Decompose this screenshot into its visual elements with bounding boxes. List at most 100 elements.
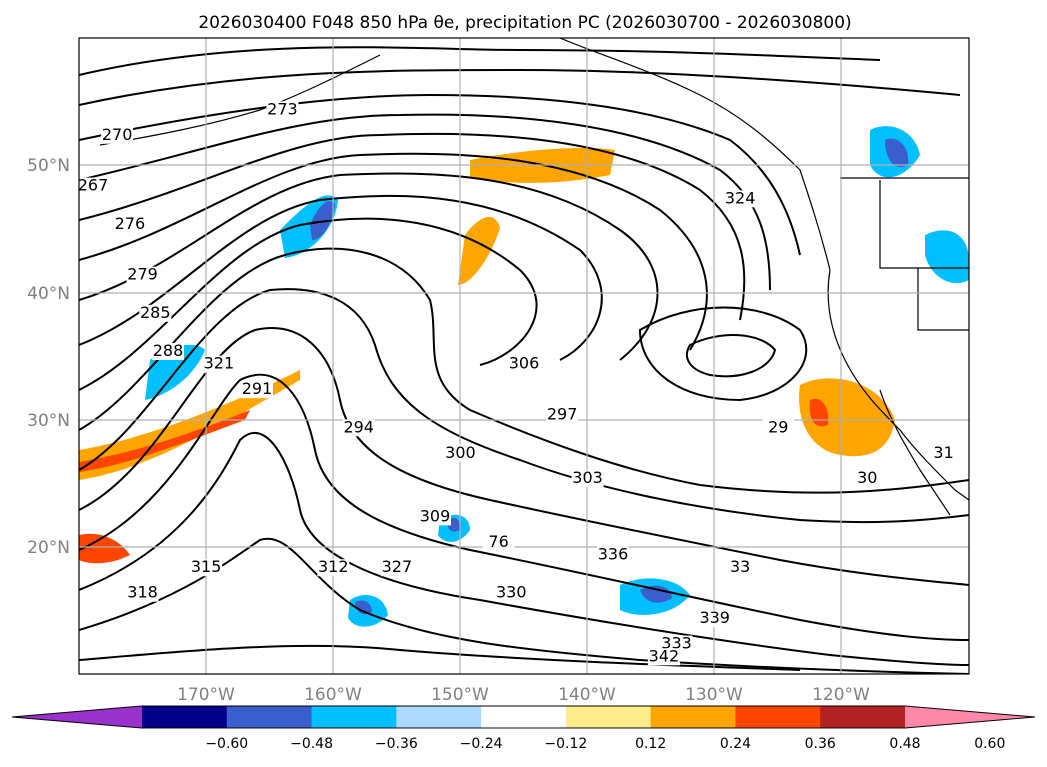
shade-orange-midfront: [458, 216, 500, 285]
shade-darkblue-northeast: [885, 138, 909, 168]
contour-label-bg: [444, 444, 477, 462]
state-border: [879, 180, 969, 269]
contour-line: [685, 334, 777, 378]
colorbar-swatch: [820, 706, 906, 728]
colorbar-swatch: [311, 706, 397, 728]
colorbar-tick-label: −0.60: [205, 736, 248, 752]
shade-red-sw-baja: [809, 398, 829, 427]
contour-label: 312: [318, 557, 349, 576]
theta-e-contours: [79, 46, 969, 674]
contour-label-bg: [851, 470, 884, 488]
baja-peninsula: [879, 389, 951, 516]
colorbar-swatch: [226, 706, 313, 728]
contour-label: 285: [140, 303, 171, 322]
shade-red-band-west: [79, 410, 250, 472]
contour-label-bg: [152, 343, 184, 360]
contour-label-bg: [342, 419, 375, 437]
contour-label-bg: [597, 546, 629, 564]
colorbar-tick-label: −0.24: [460, 736, 503, 752]
contour-label-bg: [698, 610, 731, 628]
contour-line: [79, 68, 961, 106]
contour-label-bg: [508, 355, 540, 373]
shade-blue-east-coast: [925, 230, 969, 284]
contour-label: 318: [127, 583, 158, 602]
contour-line: [79, 373, 969, 641]
contour-line: [79, 288, 969, 524]
contour-label-bg: [101, 126, 134, 144]
shade-darkblue-sw: [355, 600, 372, 615]
shade-red-west-lower: [79, 533, 130, 564]
colorbar-extend-max: [905, 706, 1035, 728]
contour-label: 342: [649, 646, 680, 665]
contour-label: 31: [933, 443, 953, 462]
contour-label: 330: [496, 583, 527, 602]
contour-label-bg: [419, 508, 451, 526]
alaska-coast: [559, 38, 831, 271]
contour-line: [79, 327, 969, 586]
contour-label-bg: [724, 559, 757, 577]
contour-label-bg: [139, 304, 172, 322]
contour-label: 333: [661, 634, 692, 653]
lon-tick-label: 120°W: [812, 685, 870, 705]
colorbar-swatch: [565, 706, 652, 728]
colorbar-tick-label: −0.12: [544, 736, 587, 752]
chart-title: 2026030400 F048 850 hPa θe, precipitatio…: [198, 13, 851, 33]
colorbar-extend-min: [12, 706, 142, 728]
colorbar-tick-label: −0.48: [290, 736, 333, 752]
lat-tick-label: 30°N: [27, 411, 70, 431]
contour-label-bg: [571, 470, 604, 488]
contour-label-bg: [126, 584, 159, 602]
contour-label-bg: [762, 419, 795, 437]
contour-label-bg: [126, 266, 159, 284]
lon-tick-label: 130°W: [685, 685, 743, 705]
contour-label: 270: [102, 125, 133, 144]
contour-label: 324: [725, 188, 756, 207]
colorbar-tick-label: 0.60: [974, 736, 1005, 752]
contour-label: 276: [115, 214, 146, 233]
contour-label-bg: [724, 190, 757, 208]
contour-label: 76: [488, 532, 508, 551]
colorbar-swatch: [650, 706, 736, 728]
contour-label: 309: [420, 506, 451, 525]
contour-line: [79, 152, 708, 351]
contour-label-bg: [482, 533, 515, 551]
contour-line: [79, 46, 881, 76]
lat-tick-labels: 20°N 30°N 40°N 50°N: [27, 156, 70, 558]
lon-tick-label: 140°W: [558, 685, 616, 705]
colorbar-swatch: [396, 706, 482, 728]
contour-label: 327: [382, 557, 413, 576]
contour-label-bg: [113, 215, 146, 233]
contour-label: 30: [857, 468, 877, 487]
contour-line: [79, 132, 746, 321]
aleutian-chain: [99, 54, 381, 146]
colorbar-tick-label: 0.12: [635, 736, 666, 752]
contour-label-bg: [77, 177, 109, 195]
contour-label: 273: [267, 99, 298, 118]
state-border: [917, 268, 969, 331]
contour-line: [638, 306, 808, 402]
contour-labels: 267 270 273 276 279 285 288 291 294 297 300 303 306 3…: [77, 99, 960, 666]
lon-tick-label: 160°W: [304, 685, 362, 705]
contour-line: [79, 644, 801, 671]
contour-label: 303: [572, 468, 603, 487]
contour-line: [79, 432, 969, 666]
lon-tick-label: 150°W: [431, 685, 489, 705]
colorbar-tick-label: −0.36: [375, 736, 418, 752]
contour-label: 279: [127, 265, 158, 284]
colorbar: −0.60 −0.48 −0.36 −0.24 −0.12 0.12 0.24 0.36 0.4…: [11, 705, 1036, 752]
lat-tick-label: 40°N: [27, 284, 70, 304]
contour-label-bg: [495, 584, 528, 602]
contour-label-bg: [380, 559, 413, 577]
coastlines: [99, 38, 969, 516]
shade-darkblue-east: [640, 585, 672, 603]
contour-line: [79, 247, 969, 494]
map-frame: [78, 37, 970, 675]
contour-label: 297: [547, 405, 578, 424]
contour-label: 291: [242, 379, 273, 398]
lat-tick-label: 50°N: [27, 156, 70, 176]
contour-line: [79, 217, 538, 391]
colorbar-swatch: [735, 706, 821, 728]
contour-label-bg: [317, 559, 350, 577]
colorbar-tick-label: 0.36: [805, 736, 836, 752]
